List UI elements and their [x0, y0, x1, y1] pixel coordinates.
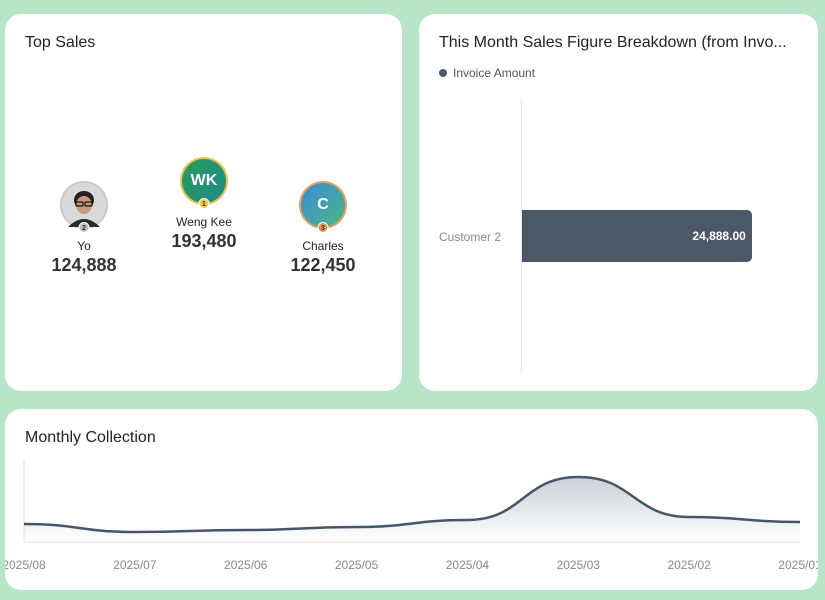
rank-badge: 1 [198, 198, 210, 209]
chart-legend[interactable]: Invoice Amount [439, 66, 535, 80]
legend-label: Invoice Amount [453, 66, 536, 80]
leader-amount: 122,450 [290, 255, 356, 275]
x-tick-label: 2025/07 [113, 558, 157, 572]
monthly-collection-chart[interactable]: 2025/08 2025/07 2025/06 2025/05 2025/04 2025/… [5, 409, 818, 590]
legend-dot-icon [439, 69, 447, 77]
rank-badge: 2 [78, 222, 90, 233]
bar-value-label: 24,888.00 [692, 229, 746, 243]
bar-customer-2[interactable]: 24,888.00 [522, 210, 752, 262]
avatar: C 3 [299, 181, 347, 233]
leader-name: Yo [77, 239, 91, 253]
leader-name: Charles [302, 239, 344, 253]
leader-amount: 193,480 [171, 231, 237, 251]
leader-amount: 124,888 [51, 255, 117, 275]
avatar: 2 [60, 181, 108, 233]
series-line[interactable] [23, 475, 801, 534]
podium-rank-2[interactable]: 2 Yo 124,888 [24, 181, 144, 276]
podium-rank-3[interactable]: C 3 Charles 122,450 [263, 181, 383, 276]
x-tick-label: 2025/06 [224, 558, 268, 572]
x-tick-label: 2025/02 [667, 558, 711, 572]
sales-breakdown-card: This Month Sales Figure Breakdown (from … [419, 14, 818, 391]
user-photo-icon [62, 183, 106, 227]
bar-category-label: Customer 2 [439, 230, 502, 244]
avatar-initials: WK [190, 172, 218, 189]
x-tick-label: 2025/08 [5, 558, 46, 572]
top-sales-title: Top Sales [25, 34, 96, 51]
x-tick-label: 2025/05 [335, 558, 379, 572]
x-tick-label: 2025/03 [557, 558, 601, 572]
breakdown-title: This Month Sales Figure Breakdown (from … [439, 34, 787, 51]
avatar-initials: C [317, 196, 329, 213]
top-sales-card: Top Sales 2 Yo 124,888 WK 1 [5, 14, 402, 391]
x-tick-label: 2025/04 [446, 558, 490, 572]
x-tick-label: 2025/01 [778, 558, 818, 572]
y-axis-line [521, 100, 522, 372]
area-fill [24, 477, 800, 542]
monthly-collection-card: Monthly Collection 2025/08 2025/07 2025/06… [5, 409, 818, 590]
avatar: WK 1 [180, 157, 228, 209]
leader-name: Weng Kee [176, 215, 232, 229]
rank-badge: 3 [317, 222, 329, 233]
podium-rank-1[interactable]: WK 1 Weng Kee 193,480 [144, 157, 264, 252]
